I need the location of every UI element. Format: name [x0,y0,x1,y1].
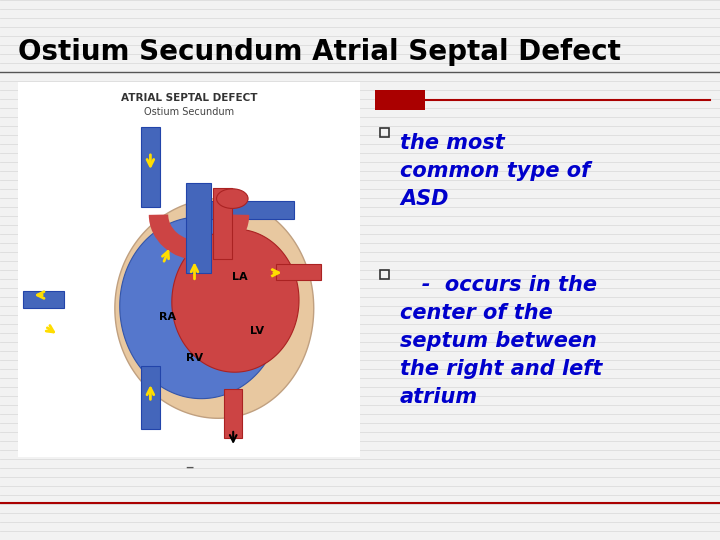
Text: the most
common type of
ASD: the most common type of ASD [400,133,590,209]
Text: RV: RV [186,353,203,362]
Bar [380,270,389,279]
Text: –: – [185,458,193,476]
Polygon shape [115,199,314,418]
Bar [186,184,211,273]
Bar [186,201,294,219]
Bar [380,128,389,137]
Text: ATRIAL SEPTAL DEFECT: ATRIAL SEPTAL DEFECT [121,93,257,103]
Text: Ostium Secundum Atrial Septal Defect: Ostium Secundum Atrial Septal Defect [18,38,621,66]
Bar [23,291,63,308]
Bar [375,90,425,110]
Polygon shape [120,217,282,399]
Text: LA: LA [232,272,247,282]
Text: -  occurs in the
center of the
septum between
the right and left
atrium: - occurs in the center of the septum bet… [400,275,603,407]
Bar [140,127,161,207]
Text: Ostium Secundum: Ostium Secundum [144,107,234,117]
Bar [18,82,360,457]
Text: RA: RA [159,312,176,322]
Bar [224,389,242,438]
Bar [212,188,233,259]
Bar [276,264,320,280]
Bar [140,367,161,429]
Ellipse shape [217,189,248,208]
Polygon shape [172,229,299,372]
Text: LV: LV [251,326,264,336]
